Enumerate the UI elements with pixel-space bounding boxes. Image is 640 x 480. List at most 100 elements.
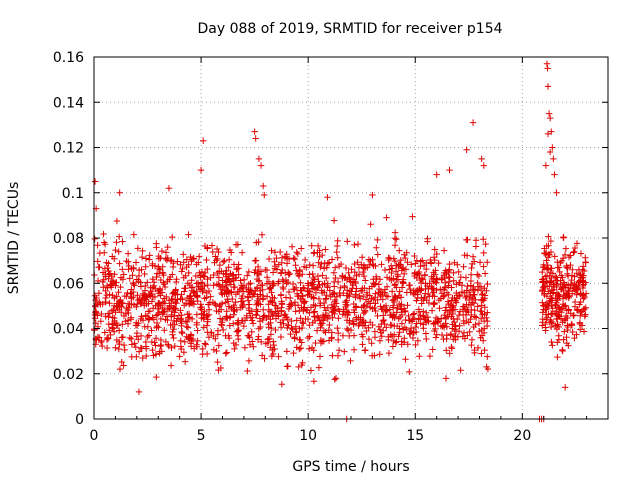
data-point (371, 294, 379, 301)
data-point (542, 162, 550, 169)
data-point (149, 293, 157, 301)
data-point (575, 266, 583, 273)
data-point (545, 110, 553, 117)
data-point (371, 352, 378, 359)
data-point (577, 250, 585, 257)
data-point (263, 293, 271, 300)
data-point (381, 266, 389, 274)
data-point (360, 272, 368, 280)
data-point (467, 282, 474, 289)
data-point (279, 283, 287, 291)
data-point (152, 342, 159, 349)
data-point (94, 312, 101, 319)
data-point (164, 243, 171, 251)
data-point (116, 327, 123, 334)
data-point (172, 305, 179, 313)
data-point (284, 316, 291, 323)
data-point (184, 324, 192, 331)
data-point (129, 272, 136, 279)
data-point (193, 280, 200, 287)
data-point (257, 282, 265, 289)
y-tick-label: 0.14 (53, 95, 84, 111)
data-point (317, 263, 324, 271)
data-point (230, 320, 237, 327)
data-point (193, 319, 201, 326)
data-point (296, 266, 303, 274)
y-tick-label: 0.04 (53, 322, 84, 338)
data-point (472, 314, 480, 321)
data-point (135, 272, 143, 280)
data-point (271, 258, 278, 265)
data-point (562, 312, 570, 320)
data-point (147, 284, 154, 292)
data-point (311, 276, 318, 283)
data-point (180, 251, 187, 258)
data-point (188, 257, 195, 265)
data-point (160, 308, 167, 316)
data-point (330, 278, 338, 286)
data-point (139, 290, 147, 298)
data-point (275, 353, 282, 360)
data-point (547, 237, 555, 245)
data-point (383, 283, 391, 290)
data-point (561, 384, 569, 391)
data-point (254, 270, 261, 277)
data-point (543, 60, 551, 67)
chart-title: Day 088 of 2019, SRMTID for receiver p15… (197, 21, 502, 37)
data-point (109, 324, 116, 331)
data-point (315, 278, 322, 285)
data-point (307, 280, 315, 287)
data-point (407, 324, 415, 332)
data-point (386, 306, 393, 313)
data-point (203, 256, 210, 264)
data-point (459, 333, 466, 340)
data-point (447, 330, 455, 338)
data-point (232, 298, 239, 306)
data-point (553, 295, 561, 302)
data-point (297, 279, 304, 286)
data-point (125, 258, 132, 266)
data-point (557, 280, 564, 288)
data-point (309, 262, 317, 269)
data-point (201, 295, 208, 302)
data-point (562, 245, 570, 252)
data-point (480, 249, 487, 257)
data-point (283, 280, 290, 287)
data-point (162, 316, 169, 323)
data-point (275, 278, 282, 285)
data-point (373, 244, 380, 251)
data-point (539, 286, 546, 294)
data-point (321, 280, 328, 287)
data-point (343, 325, 351, 333)
data-point (171, 321, 178, 328)
data-point (549, 286, 557, 294)
data-point (141, 270, 148, 278)
data-point (97, 301, 104, 308)
data-point (347, 357, 354, 365)
data-point (466, 328, 473, 336)
data-point (331, 376, 338, 383)
data-point (142, 312, 149, 319)
data-point (251, 257, 259, 265)
data-point (297, 295, 304, 303)
data-point (425, 318, 432, 325)
data-point (119, 321, 126, 328)
data-point (106, 300, 113, 307)
data-point (169, 233, 176, 241)
data-point (296, 307, 303, 315)
data-point (112, 344, 119, 351)
data-point (427, 259, 435, 266)
data-point (98, 310, 105, 318)
data-point (240, 276, 248, 284)
data-point (132, 259, 140, 266)
data-point (283, 255, 291, 262)
data-point (546, 148, 554, 156)
data-point (216, 315, 224, 322)
data-point (116, 233, 123, 240)
data-point (405, 317, 413, 324)
data-point (138, 253, 146, 261)
data-point (200, 314, 207, 321)
data-point (167, 362, 175, 369)
data-point (120, 271, 127, 278)
data-point (475, 320, 483, 327)
